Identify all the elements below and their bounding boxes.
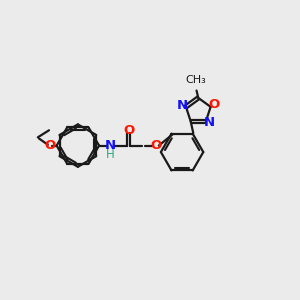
Text: O: O <box>123 124 134 137</box>
Text: N: N <box>177 99 188 112</box>
Text: H: H <box>106 148 115 161</box>
Text: O: O <box>45 139 56 152</box>
Text: N: N <box>204 116 215 129</box>
Text: O: O <box>208 98 220 111</box>
Text: O: O <box>150 139 161 152</box>
Text: CH₃: CH₃ <box>185 75 206 85</box>
Text: N: N <box>105 139 116 152</box>
